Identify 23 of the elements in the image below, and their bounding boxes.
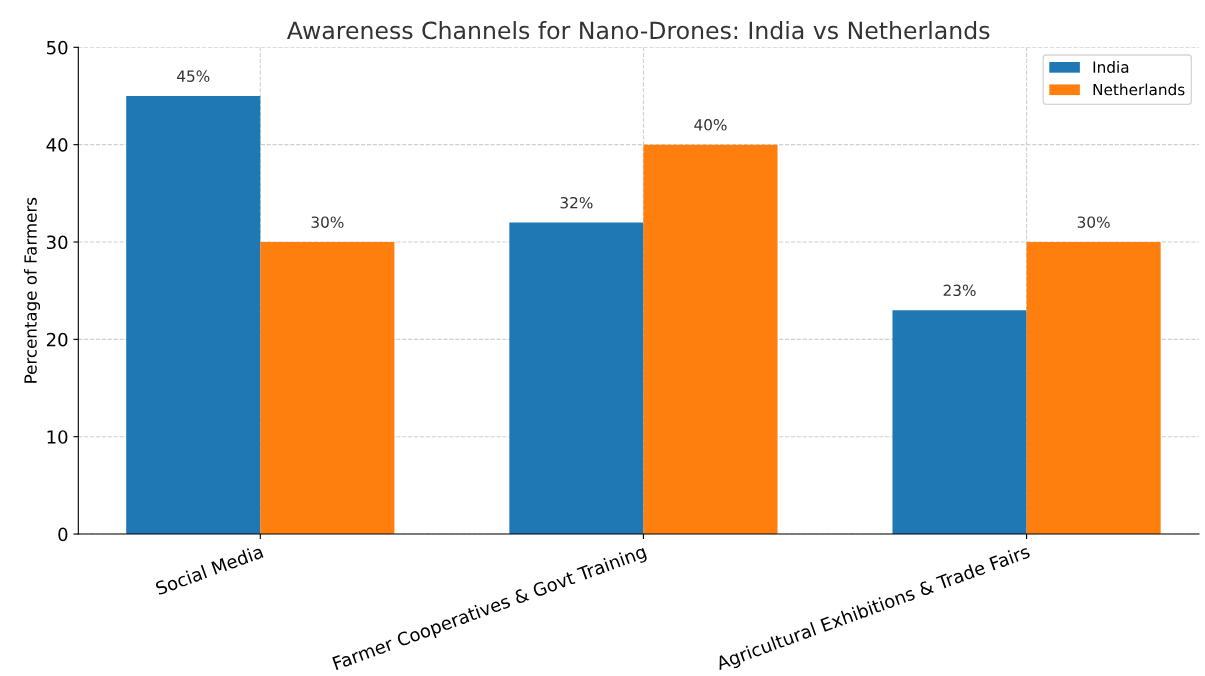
data-label: 40% (694, 119, 727, 131)
data-label: 30% (311, 216, 344, 228)
bar (1026, 242, 1161, 535)
bar (509, 222, 644, 535)
y-axis-title: Percentage of Farmers (23, 197, 41, 383)
data-label: 45% (177, 70, 210, 82)
data-label: 32% (560, 196, 593, 209)
y-tick-label: 30 (47, 235, 68, 250)
chart-title: Awareness Channels for Nano-Drones: India vs Netherlands (286, 21, 990, 40)
legend-label: Netherlands (1093, 83, 1185, 96)
bar (260, 242, 395, 535)
data-label: 30% (1077, 216, 1110, 228)
bar (126, 95, 261, 535)
y-tick-label: 40 (46, 138, 68, 152)
bar (643, 144, 778, 535)
y-tick-label: 20 (46, 332, 68, 347)
y-tick-label: 0 (58, 527, 68, 542)
y-tick-label: 50 (47, 40, 68, 55)
bar (892, 310, 1027, 535)
y-tick-label: 10 (47, 430, 68, 444)
data-label: 23% (943, 284, 976, 297)
x-tick-label: Social Media (154, 544, 264, 596)
legend-label: India (1093, 61, 1129, 73)
